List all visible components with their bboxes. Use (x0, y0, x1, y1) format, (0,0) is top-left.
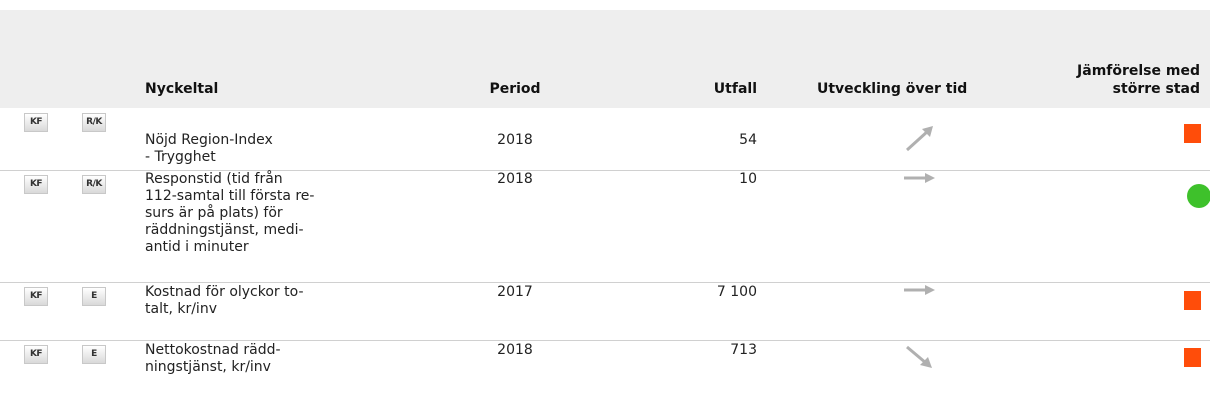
arrowhead (920, 357, 932, 368)
period: 2018 (497, 342, 533, 358)
utfall: 7 100 (716, 284, 757, 300)
status-green (1187, 184, 1210, 208)
period: 2018 (497, 171, 533, 187)
nyckeltal: Nöjd Region-Index - Trygghet (145, 132, 273, 165)
period: 2017 (497, 284, 533, 300)
badge: R/K (82, 113, 106, 132)
arrowhead (925, 173, 935, 183)
trend-down-arrow (906, 345, 927, 365)
header-utfall: Utfall (713, 81, 757, 97)
badge: KF (24, 113, 48, 132)
arrowhead (925, 285, 935, 295)
trend-up-arrow (905, 129, 930, 152)
status-red (1184, 124, 1201, 143)
badge: E (82, 287, 106, 306)
utfall: 54 (739, 132, 757, 148)
nyckeltal: Responstid (tid från 112-samtal till för… (145, 171, 315, 255)
badge: KF (24, 287, 48, 306)
badge: KF (24, 345, 48, 364)
header-bar (0, 10, 1210, 108)
arrowhead (922, 126, 933, 137)
row-separator (0, 282, 1210, 283)
row-separator (0, 170, 1210, 171)
header-jamforelse: Jämförelse med större stad (1077, 63, 1200, 97)
nyckeltal: Nettokostnad rädd- ningstjänst, kr/inv (145, 342, 281, 375)
badge: E (82, 345, 106, 364)
header-utveckling: Utveckling över tid (817, 81, 968, 97)
badge: KF (24, 175, 48, 194)
trend-icons (904, 126, 935, 368)
utfall: 713 (730, 342, 757, 358)
header-period: Period (489, 81, 541, 97)
badge: R/K (82, 175, 106, 194)
utfall: 10 (739, 171, 757, 187)
row-separator (0, 340, 1210, 341)
period: 2018 (497, 132, 533, 148)
status-red (1184, 348, 1201, 367)
header-nyckeltal: Nyckeltal (145, 81, 219, 97)
nyckeltal: Kostnad för olyckor to- talt, kr/inv (145, 284, 304, 317)
status-red (1184, 291, 1201, 310)
